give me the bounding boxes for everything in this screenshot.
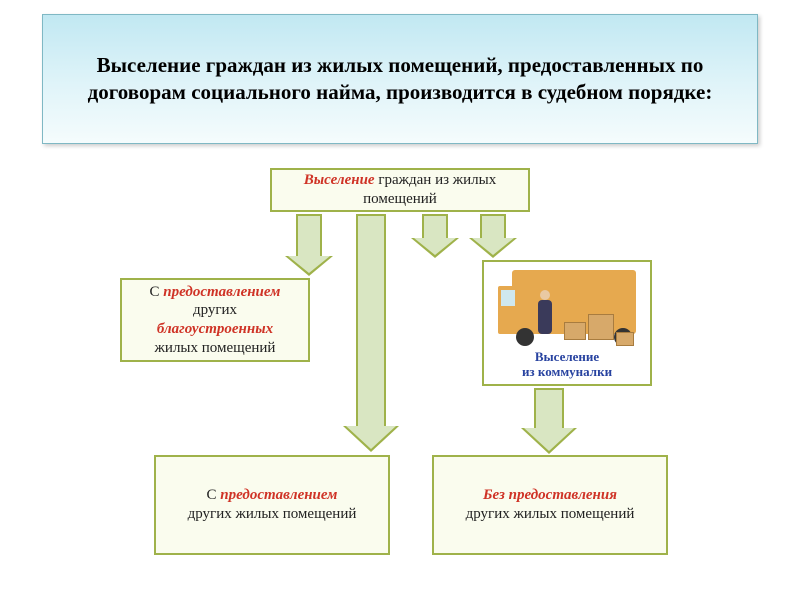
box-left1-l1b: предоставлением [163, 284, 280, 300]
image-caption-l2: из коммуналки [522, 364, 612, 379]
arrow-image-to-right2-body [534, 388, 564, 430]
box-left2-l2: других жилых помещений [188, 505, 357, 524]
box-left1-l4: жилых помещений [155, 339, 276, 358]
box-right2-l1: Без предоставления [483, 486, 617, 505]
arrow-top-to-right2-body [480, 214, 506, 240]
box-top-eviction: Выселение граждан из жилых помещений [270, 168, 530, 212]
box-top-rest: граждан из жилых помещений [363, 172, 496, 207]
box-without-provision: Без предоставления других жилых помещени… [432, 455, 668, 555]
box-icon [588, 314, 614, 340]
arrow-top-to-right1-head-fill [414, 238, 456, 255]
illustration-icon [484, 262, 650, 348]
box-left2-l1a: С [207, 487, 221, 503]
box-with-other: С предоставлением других жилых помещений [154, 455, 390, 555]
arrow-image-to-right2-head-fill [524, 428, 574, 451]
box-left2-l1b: предоставлением [220, 487, 337, 503]
box-right2-l2: других жилых помещений [466, 505, 635, 524]
image-eviction-photo: Выселение из коммуналки [482, 260, 652, 386]
box-top-em: Выселение [304, 172, 375, 188]
header-panel: Выселение граждан из жилых помещений, пр… [42, 14, 758, 144]
person-icon [538, 300, 552, 334]
box-left1-line1: С предоставлением [150, 283, 281, 302]
wheel-icon [516, 328, 534, 346]
box-icon [564, 322, 586, 340]
box-icon [616, 332, 634, 346]
diagram-container: Выселение граждан из жилых помещений С п… [120, 168, 680, 578]
arrow-top-to-right2-head-fill [472, 238, 514, 255]
arrow-top-to-left1-head-fill [288, 256, 330, 273]
image-caption: Выселение из коммуналки [522, 350, 612, 380]
box-left1-l1a: С [150, 284, 164, 300]
box-left1-l2: других [193, 301, 237, 320]
arrow-top-to-left1-body [296, 214, 322, 258]
header-title: Выселение граждан из жилых помещений, пр… [73, 52, 727, 107]
arrow-top-to-left2-body [356, 214, 386, 428]
image-caption-l1: Выселение [535, 349, 599, 364]
box-left1-l3: благоустроенных [157, 320, 273, 339]
box-with-comfortable: С предоставлением других благоустроенных… [120, 278, 310, 362]
arrow-top-to-left2-head-fill [346, 426, 396, 449]
truck-window-icon [501, 290, 515, 306]
arrow-top-to-right1-body [422, 214, 448, 240]
box-top-text: Выселение граждан из жилых помещений [278, 171, 522, 209]
box-left2-line1: С предоставлением [207, 486, 338, 505]
